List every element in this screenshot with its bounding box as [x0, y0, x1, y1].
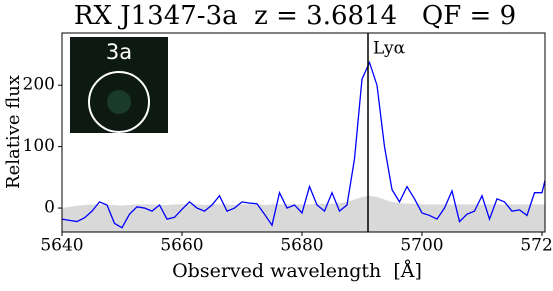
inset-image	[70, 37, 168, 133]
y-tick-label: 0	[44, 198, 55, 218]
y-tick-label: 200	[23, 75, 55, 95]
x-axis-label: Observed wavelength [Å]	[172, 260, 422, 282]
inset: 3a	[70, 37, 168, 133]
plot-frame	[61, 32, 546, 233]
flux-line	[62, 60, 545, 229]
x-tick-label: 5660	[160, 236, 203, 256]
inset-label: 3a	[106, 40, 132, 64]
x-tick-label: 5680	[280, 236, 323, 256]
noise-area	[62, 195, 545, 232]
inset-circle	[88, 71, 150, 133]
y-tick-label: 100	[23, 136, 55, 156]
y-axis-label: Relative flux	[3, 75, 24, 189]
inset-source	[107, 90, 131, 114]
chart-title: RX J1347-3a z = 3.6814 QF = 9	[74, 1, 516, 31]
annotation-label: Lyα	[373, 39, 406, 59]
x-tick-label: 5640	[40, 236, 83, 256]
x-tick-label: 5700	[400, 236, 443, 256]
